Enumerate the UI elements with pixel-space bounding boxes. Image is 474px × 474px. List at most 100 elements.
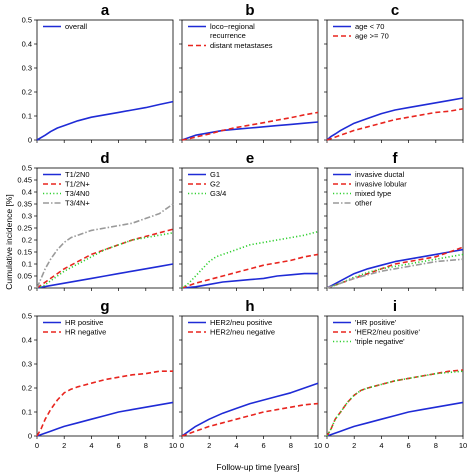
x-tick-label: 10 (169, 441, 177, 450)
panel-letter: f (393, 150, 399, 167)
legend-label: mixed type (355, 189, 391, 198)
plot-frame (181, 315, 319, 437)
legend-label: T3/4N+ (65, 199, 90, 208)
series-line-2 (181, 402, 319, 437)
y-tick-label: 0.5 (22, 312, 32, 321)
y-tick-label: 0.05 (17, 272, 32, 281)
plot-frame (181, 19, 319, 141)
series-line-2 (36, 370, 173, 437)
x-tick-label: 6 (262, 441, 266, 450)
series-line-3 (326, 370, 464, 437)
series-line-2 (36, 228, 174, 289)
plot-frame (36, 315, 174, 437)
series-line-2 (181, 253, 319, 289)
legend-label: G3/4 (210, 189, 226, 198)
series-line-1 (36, 100, 174, 141)
series-line-2 (181, 111, 319, 141)
legend-label: HER2/neu negative (210, 328, 275, 337)
x-tick-label: 0 (35, 441, 39, 450)
panel-d: d 0 0.05 0.1 0.15 0.2 0.25 0.3 0.35 0.4 0.45 0.5 T1/… (17, 150, 174, 293)
legend-label: overall (65, 22, 87, 31)
panel-letter: i (393, 298, 397, 315)
y-tick-label: 0.5 (22, 164, 32, 173)
legend-label: HR negative (65, 328, 106, 337)
y-tick-label: 0.35 (17, 200, 32, 209)
series-line-4 (36, 203, 174, 289)
y-tick-label: 0.3 (22, 64, 32, 73)
y-tick-label: 0.1 (22, 260, 32, 269)
y-tick-label: 0.2 (22, 88, 32, 97)
panel-i: i 0 2 4 6 8 10 'HR positive''HER2/neu positive'… (324, 298, 467, 450)
x-tick-label: 2 (207, 441, 211, 450)
series-line-2 (326, 108, 464, 141)
y-tick-label: 0.1 (22, 112, 32, 121)
x-tick-label: 2 (352, 441, 356, 450)
panel-letter: a (101, 2, 110, 19)
legend-label: other (355, 199, 373, 208)
x-tick-label: 4 (89, 441, 93, 450)
plot-frame (326, 315, 464, 437)
y-tick-label: 0.25 (17, 224, 32, 233)
series-line-1 (326, 248, 464, 289)
x-tick-label: 8 (144, 441, 148, 450)
legend-label: T3/4N0 (65, 189, 90, 198)
chart-panels: a 0 0.1 0.2 0.3 0.4 0.5 overall b loco−regional re… (17, 2, 467, 450)
x-tick-label: 4 (379, 441, 383, 450)
legend-label: 'triple negative' (355, 337, 405, 346)
x-tick-label: 6 (407, 441, 411, 450)
y-tick-label: 0.45 (17, 176, 32, 185)
y-tick-label: 0.4 (22, 40, 32, 49)
y-tick-label: 0.5 (22, 16, 32, 25)
legend-label: distant metastases (210, 41, 273, 50)
x-axis-title: Follow-up time [years] (216, 462, 299, 472)
x-tick-label: 2 (62, 441, 66, 450)
legend-label: HR positive (65, 318, 103, 327)
series-line-1 (36, 401, 174, 437)
y-axis-title: Cumulative incidence [%] (4, 194, 14, 289)
panel-letter: h (245, 298, 254, 315)
legend-label: age >= 70 (355, 32, 389, 41)
y-tick-label: 0.1 (22, 408, 32, 417)
plot-frame (36, 19, 174, 141)
series-line-4 (326, 258, 464, 289)
plot-frame (326, 19, 464, 141)
x-tick-label: 0 (325, 441, 329, 450)
x-tick-label: 8 (434, 441, 438, 450)
x-tick-label: 10 (459, 441, 467, 450)
panel-a: a 0 0.1 0.2 0.3 0.4 0.5 overall (22, 2, 174, 145)
panel-letter: e (246, 150, 254, 167)
series-line-1 (181, 121, 319, 141)
x-tick-label: 4 (234, 441, 238, 450)
y-tick-label: 0.2 (22, 384, 32, 393)
series-line-1 (36, 263, 174, 289)
legend-label: G2 (210, 180, 220, 189)
legend-label: 'HR positive' (355, 318, 397, 327)
panel-letter: g (100, 298, 109, 315)
panel-letter: b (245, 2, 254, 19)
x-tick-label: 10 (314, 441, 322, 450)
legend-label: loco−regional recurrence (210, 22, 255, 40)
series-line-3 (36, 232, 174, 289)
panel-letter: c (391, 2, 399, 19)
series-line-1 (326, 97, 464, 141)
series-line-1 (326, 401, 464, 437)
y-tick-label: 0.15 (17, 248, 32, 257)
y-tick-label: 0.4 (22, 336, 32, 345)
x-tick-label: 0 (180, 441, 184, 450)
plot-frame (181, 167, 319, 289)
y-tick-label: 0.3 (22, 212, 32, 221)
legend-label: invasive ductal (355, 170, 405, 179)
legend-label: T1/2N+ (65, 180, 90, 189)
y-tick-label: 0.2 (22, 236, 32, 245)
x-tick-label: 8 (289, 441, 293, 450)
x-tick-label: 6 (117, 441, 121, 450)
y-tick-label: 0.3 (22, 360, 32, 369)
y-tick-label: 0.4 (22, 188, 32, 197)
